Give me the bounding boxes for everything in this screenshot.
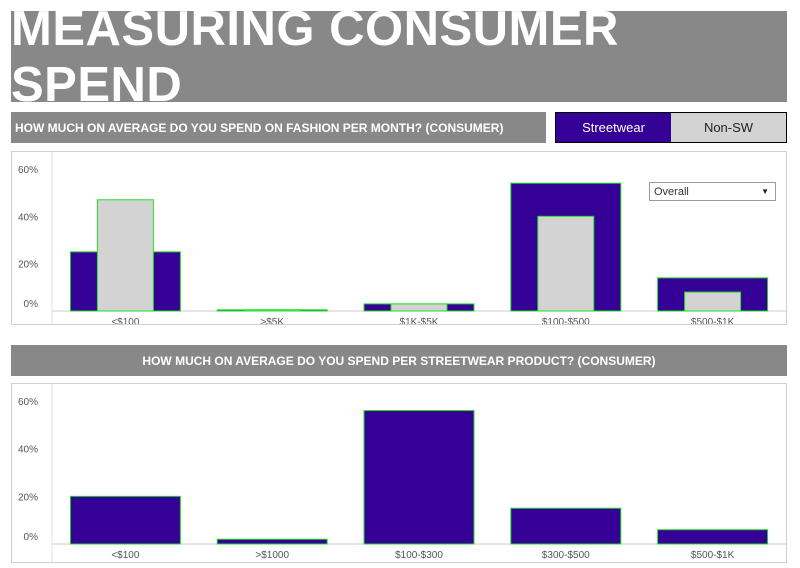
y-tick-label: 20% [18,260,38,271]
segment-toggle[interactable]: Streetwear Non-SW [555,112,787,143]
toggle-streetwear-button[interactable]: Streetwear [556,113,671,142]
x-tick-label: <$100 [111,317,140,324]
product-spend-chart: 0% 20% 40% 60% <$100 >$1000 $100-$300 $300-$500… [18,384,786,564]
bar-streetwear [69,495,181,545]
x-tick-label: $100-$300 [395,550,443,561]
bar-non-sw [390,303,448,312]
bar-streetwear [510,507,622,545]
x-tick-label: $100-$500 [542,317,590,324]
product-spend-chart-panel: 0% 20% 40% 60% <$100 >$1000 $100-$300 $300-$500… [11,383,787,564]
fashion-spend-chart-panel: 0% 20% 40% 60% <$100 >$5K $1K-$5K $100-$500 $500… [11,151,787,331]
bar-streetwear [363,410,475,545]
chevron-down-icon: ▼ [761,187,769,196]
dropdown-value: Overall [654,185,689,198]
toggle-non-sw-button[interactable]: Non-SW [671,113,786,142]
section-header-fashion-spend: HOW MUCH ON AVERAGE DO YOU SPEND ON FASH… [11,112,546,143]
title-banner: MEASURING CONSUMER SPEND [11,2,787,112]
section-header-product-spend: HOW MUCH ON AVERAGE DO YOU SPEND PER STR… [11,345,787,376]
bar-non-sw [684,291,742,312]
fashion-spend-chart: 0% 20% 40% 60% <$100 >$5K $1K-$5K $100-$500 $500… [18,152,786,331]
x-tick-label: $300-$500 [542,550,590,561]
x-tick-label: <$100 [111,550,140,561]
bar-streetwear [216,538,328,545]
bar-non-sw [96,199,154,312]
x-tick-label: $500-$1K [691,317,735,324]
y-tick-label: 60% [18,165,38,176]
bar-non-sw [537,215,595,312]
y-tick-label: 40% [18,212,38,223]
y-tick-label: 40% [18,445,38,456]
y-tick-label: 0% [24,299,39,310]
x-tick-label: >$1000 [255,550,289,561]
y-tick-label: 60% [18,397,38,408]
x-tick-label: $500-$1K [691,550,735,561]
x-tick-label: $1K-$5K [400,317,439,324]
bar-streetwear [657,529,769,545]
section-header-product-spend-text: HOW MUCH ON AVERAGE DO YOU SPEND PER STR… [142,353,656,368]
bar-non-sw [243,309,301,312]
y-tick-label: 20% [18,492,38,503]
segment-dropdown[interactable]: Overall ▼ [649,182,776,201]
y-tick-label: 0% [24,532,39,543]
x-tick-label: >$5K [260,317,284,324]
section-header-fashion-spend-text: HOW MUCH ON AVERAGE DO YOU SPEND ON FASH… [15,120,504,135]
page-title: MEASURING CONSUMER SPEND [11,1,619,112]
